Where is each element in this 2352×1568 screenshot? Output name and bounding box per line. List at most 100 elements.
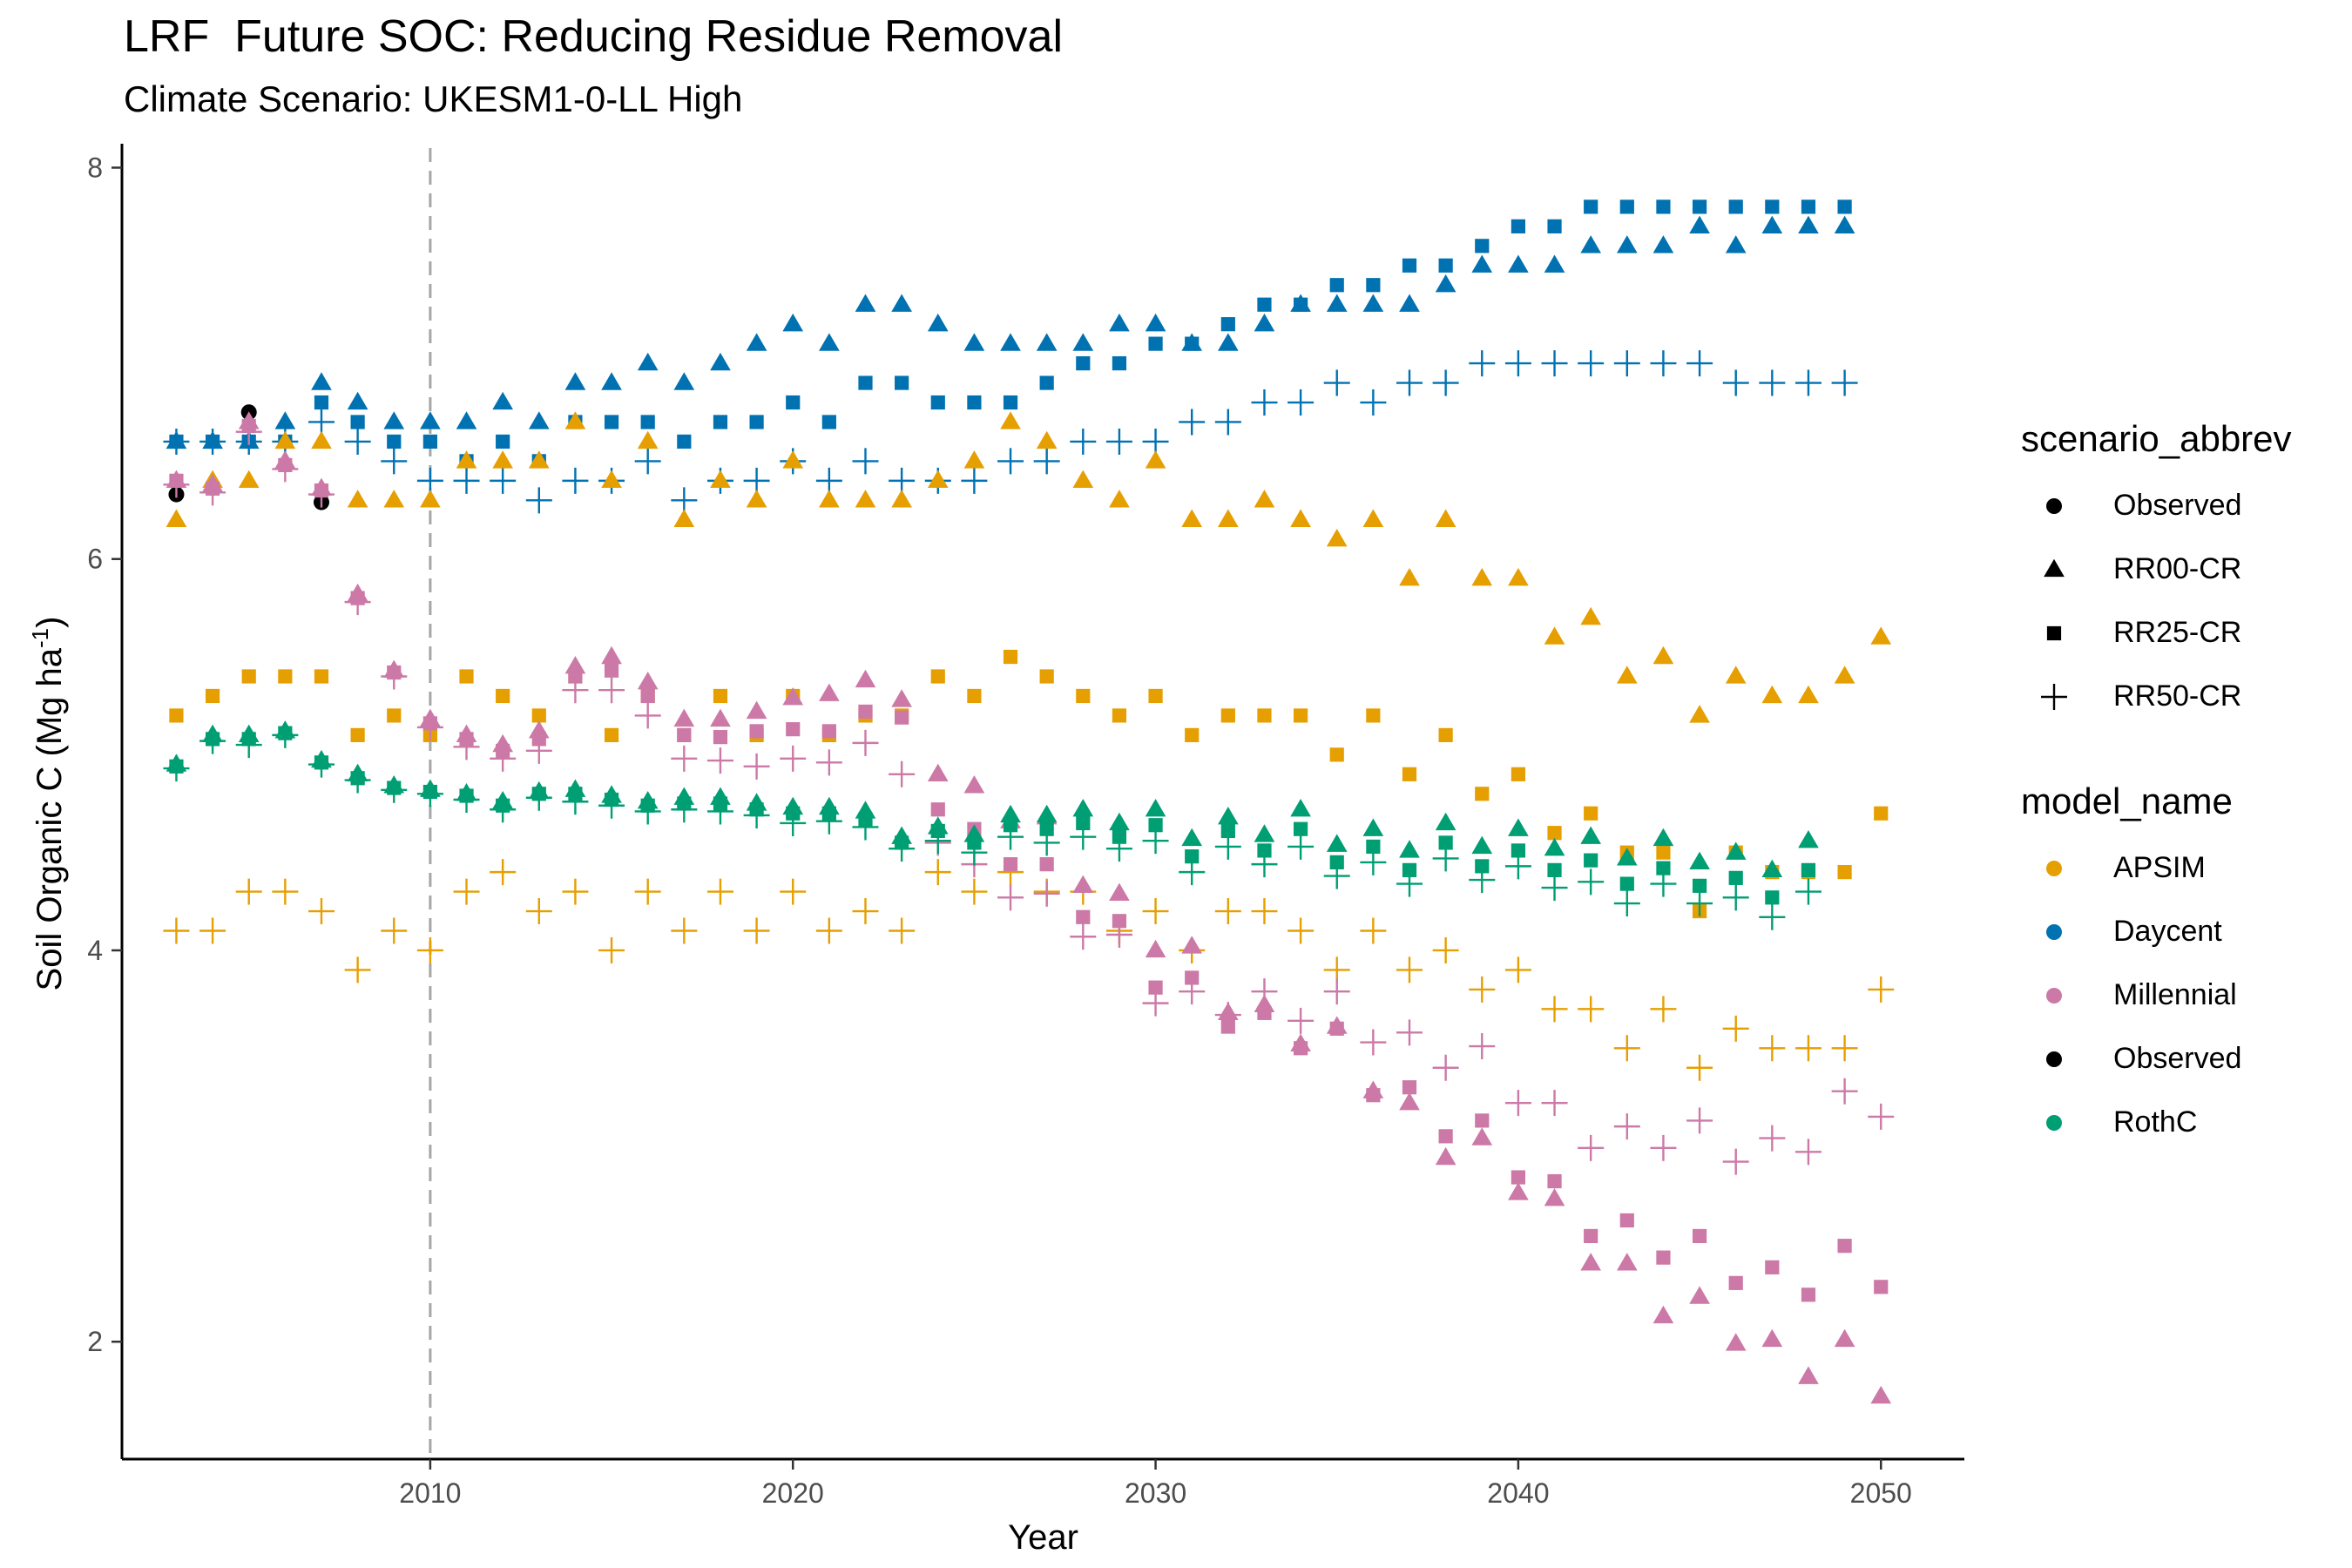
- point-apsim-rr25-cr: [350, 727, 365, 742]
- point-apsim-rr50-cr: [671, 917, 698, 944]
- legend-marker: [2044, 558, 2065, 577]
- point-apsim-rr50-cr: [1251, 898, 1278, 925]
- point-apsim-rr50-cr: [780, 878, 807, 905]
- legend-marker: [2046, 1114, 2062, 1131]
- point-millennial-rr25-cr: [858, 704, 873, 720]
- point-millennial-rr25-cr: [1257, 1005, 1272, 1020]
- point-daycent-rr25-cr: [1366, 278, 1381, 293]
- point-daycent-rr25-cr: [967, 395, 982, 410]
- point-daycent-rr50-cr: [1432, 369, 1459, 396]
- point-millennial-rr00-cr: [782, 686, 804, 706]
- point-apsim-rr00-cr: [564, 411, 586, 429]
- point-daycent-rr25-cr: [1656, 199, 1671, 214]
- point-millennial-rr50-cr: [1360, 1029, 1387, 1056]
- point-rothc-rr50-cr: [598, 792, 625, 819]
- point-apsim-rr00-cr: [1254, 490, 1275, 508]
- point-millennial-rr00-cr: [1072, 875, 1094, 894]
- point-apsim-rr50-cr: [1794, 1035, 1821, 1062]
- point-daycent-rr00-cr: [710, 352, 731, 371]
- legend-key: [2028, 906, 2080, 958]
- point-daycent-rr25-cr: [604, 415, 619, 429]
- point-apsim-rr25-cr: [205, 688, 220, 704]
- point-rothc-rr25-cr: [1438, 835, 1453, 850]
- point-millennial-rr50-cr: [598, 677, 625, 704]
- point-apsim-rr50-cr: [1868, 976, 1895, 1003]
- point-daycent-rr00-cr: [1471, 254, 1493, 273]
- point-apsim-rr00-cr: [1689, 705, 1710, 723]
- point-apsim-rr25-cr: [496, 688, 510, 704]
- point-daycent-rr25-cr: [1511, 219, 1526, 233]
- point-daycent-rr50-cr: [1722, 369, 1749, 396]
- point-millennial-rr50-cr: [889, 760, 916, 787]
- point-apsim-rr25-cr: [169, 708, 184, 723]
- point-millennial-rr00-cr: [1508, 1182, 1529, 1200]
- point-rothc-rr50-cr: [671, 796, 698, 823]
- point-apsim-rr25-cr: [713, 688, 728, 704]
- point-apsim-rr00-cr: [1072, 470, 1094, 489]
- point-apsim-rr00-cr: [1580, 606, 1602, 625]
- legend-item-shape-rr00-cr: RR00-CR: [2021, 537, 2292, 601]
- legend-label: Observed: [2113, 489, 2242, 522]
- point-apsim-rr50-cr: [743, 917, 770, 944]
- point-millennial-rr50-cr: [671, 745, 698, 772]
- point-apsim-rr00-cr: [963, 450, 985, 469]
- point-apsim-rr50-cr: [598, 936, 625, 963]
- point-millennial-rr25-cr: [1511, 1170, 1526, 1185]
- point-millennial-rr25-cr: [895, 710, 909, 725]
- point-rothc-rr50-cr: [525, 784, 552, 811]
- point-daycent-rr50-cr: [344, 428, 371, 455]
- legend-key: [2028, 607, 2080, 659]
- point-millennial-rr50-cr: [562, 677, 589, 704]
- legend-label: APSIM: [2113, 851, 2206, 884]
- point-millennial-rr25-cr: [1692, 1228, 1707, 1244]
- point-daycent-rr00-cr: [1145, 313, 1166, 332]
- point-millennial-rr50-cr: [525, 737, 552, 764]
- point-daycent-rr00-cr: [927, 313, 949, 332]
- legend-item-color-rothc: RothC: [2021, 1091, 2292, 1154]
- point-rothc-rr50-cr: [562, 788, 589, 815]
- point-apsim-rr00-cr: [1362, 509, 1384, 527]
- point-millennial-rr25-cr: [1475, 1113, 1490, 1128]
- point-millennial-rr50-cr: [1650, 1134, 1677, 1161]
- point-daycent-rr00-cr: [673, 372, 695, 390]
- point-apsim-rr00-cr: [1834, 666, 1855, 684]
- point-rothc-rr25-cr: [1728, 870, 1743, 885]
- point-rothc-rr50-cr: [961, 839, 988, 866]
- point-millennial-rr50-cr: [1432, 1054, 1459, 1081]
- point-rothc-rr50-cr: [1541, 875, 1568, 902]
- point-apsim-rr25-cr: [1511, 767, 1526, 781]
- point-apsim-rr50-cr: [416, 936, 443, 963]
- point-millennial-rr50-cr: [308, 481, 335, 508]
- point-apsim-rr50-cr: [1469, 976, 1496, 1003]
- point-daycent-rr50-cr: [1033, 448, 1060, 475]
- point-apsim-rr00-cr: [274, 430, 296, 449]
- point-apsim-rr00-cr: [927, 470, 949, 489]
- point-millennial-rr50-cr: [1142, 990, 1169, 1017]
- point-apsim-rr00-cr: [1000, 411, 1021, 429]
- point-daycent-rr25-cr: [314, 395, 329, 410]
- point-millennial-rr00-cr: [746, 700, 767, 720]
- point-apsim-rr00-cr: [1290, 509, 1311, 527]
- point-millennial-rr00-cr: [891, 689, 912, 707]
- point-rothc-rr50-cr: [1469, 867, 1496, 894]
- point-rothc-rr00-cr: [1435, 812, 1456, 831]
- point-millennial-rr00-cr: [564, 656, 586, 674]
- point-millennial-rr50-cr: [272, 456, 299, 483]
- point-millennial-rr50-cr: [1831, 1078, 1858, 1105]
- point-apsim-rr00-cr: [1798, 685, 1819, 704]
- point-apsim-rr25-cr: [1438, 727, 1453, 742]
- point-daycent-rr00-cr: [383, 411, 405, 429]
- point-daycent-rr25-cr: [1220, 317, 1235, 332]
- legend-label: RR00-CR: [2113, 552, 2242, 585]
- point-daycent-rr50-cr: [562, 467, 589, 494]
- point-apsim-rr25-cr: [1402, 767, 1417, 781]
- point-rothc-rr25-cr: [1148, 818, 1163, 833]
- point-millennial-rr25-cr: [1547, 1173, 1562, 1189]
- point-millennial-rr00-cr: [1471, 1127, 1493, 1146]
- point-apsim-rr50-cr: [1650, 996, 1677, 1023]
- point-rothc-rr50-cr: [815, 808, 842, 835]
- point-daycent-rr25-cr: [640, 415, 655, 429]
- point-daycent-rr00-cr: [456, 411, 477, 429]
- point-millennial-rr50-cr: [1105, 922, 1132, 948]
- point-daycent-rr50-cr: [743, 467, 770, 494]
